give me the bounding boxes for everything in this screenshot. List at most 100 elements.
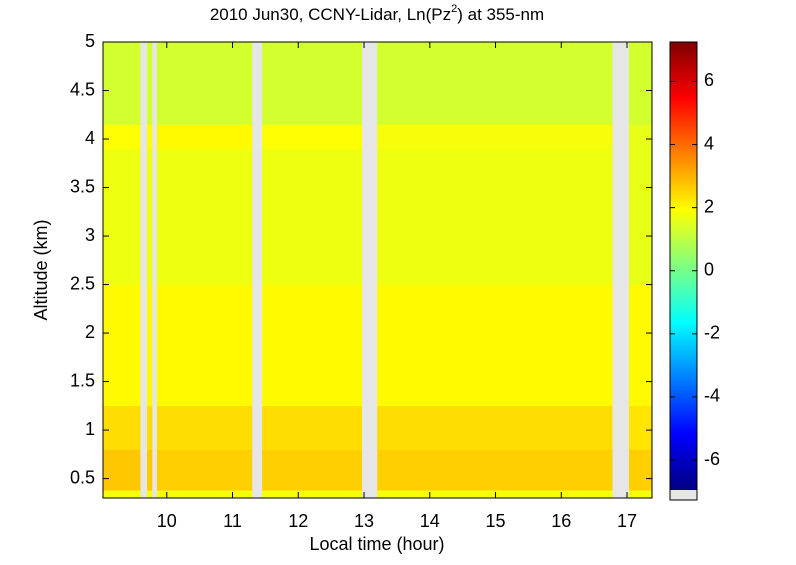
- x-tick-label: 14: [420, 511, 440, 531]
- plot-frame: [102, 41, 653, 499]
- empty-cell: [612, 124, 630, 150]
- y-tick-label: 2: [85, 322, 95, 342]
- empty-cell: [152, 490, 158, 499]
- chart-title: 2010 Jun30, CCNY-Lidar, Ln(Pz2) at 355-n…: [210, 3, 544, 25]
- colorbar-tick-label: -6: [704, 449, 720, 469]
- heat-cell: [103, 124, 141, 150]
- heat-cell: [147, 405, 153, 450]
- y-tick-label: 4: [85, 128, 95, 148]
- empty-cell: [612, 449, 630, 491]
- empty-cell: [252, 148, 263, 285]
- y-axis-label: Altitude (km): [31, 219, 51, 320]
- heat-cell: [103, 42, 141, 125]
- heat-cell: [262, 449, 363, 491]
- y-tick-label: 0.5: [70, 467, 95, 487]
- heat-cell: [628, 124, 653, 150]
- heat-cell: [377, 490, 613, 499]
- empty-cell: [252, 124, 263, 150]
- empty-cell: [152, 449, 158, 491]
- y-tick-label: 1: [85, 419, 95, 439]
- colorbar-tick-label: 0: [704, 259, 714, 279]
- title-superscript: 2: [451, 3, 457, 15]
- empty-cell: [252, 405, 263, 450]
- title-text: 2010 Jun30, CCNY-Lidar, Ln(Pz: [210, 5, 451, 24]
- empty-cell: [612, 42, 630, 125]
- y-tick-label: 3: [85, 225, 95, 245]
- heat-cell: [377, 124, 613, 150]
- colorbar-tick-label: 2: [704, 196, 714, 216]
- heat-cell: [103, 449, 141, 491]
- empty-cell: [152, 124, 158, 150]
- empty-cell: [140, 124, 148, 150]
- empty-cell: [152, 284, 158, 407]
- y-tick-label: 5: [85, 31, 95, 51]
- heat-cell: [262, 148, 363, 285]
- heat-cell: [147, 42, 153, 125]
- empty-cell: [152, 42, 158, 125]
- heat-cell: [262, 405, 363, 450]
- heat-cell: [147, 284, 153, 407]
- empty-cell: [612, 148, 630, 285]
- heat-cell: [377, 42, 613, 125]
- x-tick-label: 17: [617, 511, 637, 531]
- heat-cell: [156, 490, 253, 499]
- empty-cell: [362, 148, 378, 285]
- empty-cell: [362, 449, 378, 491]
- heat-cell: [147, 124, 153, 150]
- x-tick-label: 15: [486, 511, 506, 531]
- colorbar-tick-label: 6: [704, 70, 714, 90]
- heat-cell: [628, 148, 653, 285]
- x-tick-label: 13: [354, 511, 374, 531]
- y-tick-label: 2.5: [70, 273, 95, 293]
- heat-cell: [377, 405, 613, 450]
- colorbar-tick-label: 4: [704, 133, 714, 153]
- heat-cell: [377, 148, 613, 285]
- heat-cell: [156, 148, 253, 285]
- colorbar-tick-label: -4: [704, 386, 720, 406]
- empty-cell: [140, 148, 148, 285]
- heat-cell: [628, 42, 653, 125]
- heat-cell: [103, 284, 141, 407]
- empty-cell: [140, 405, 148, 450]
- empty-cell: [252, 449, 263, 491]
- empty-cell: [140, 490, 148, 499]
- empty-cell: [252, 284, 263, 407]
- heat-cell: [156, 449, 253, 491]
- empty-cell: [140, 449, 148, 491]
- empty-cell: [152, 148, 158, 285]
- y-tick-label: 4.5: [70, 79, 95, 99]
- heat-cell: [628, 490, 653, 499]
- heat-cell: [377, 449, 613, 491]
- heat-cell: [156, 42, 253, 125]
- heat-cell: [103, 148, 141, 285]
- heat-cell: [628, 449, 653, 491]
- heat-cell: [103, 490, 141, 499]
- heat-cell: [147, 449, 153, 491]
- x-tick-label: 12: [288, 511, 308, 531]
- x-tick-label: 10: [157, 511, 177, 531]
- heat-cell: [262, 284, 363, 407]
- heat-cell: [103, 405, 141, 450]
- colorbar: [670, 42, 697, 490]
- heat-cell: [262, 124, 363, 150]
- empty-cell: [140, 42, 148, 125]
- colorbar-tick-label: -2: [704, 323, 720, 343]
- title-text: ) at 355-nm: [457, 5, 544, 24]
- y-tick-label: 1.5: [70, 370, 95, 390]
- heat-cell: [156, 284, 253, 407]
- heat-cell: [147, 148, 153, 285]
- heat-cell: [377, 284, 613, 407]
- empty-cell: [362, 42, 378, 125]
- y-tick-label: 3.5: [70, 176, 95, 196]
- x-tick-label: 11: [223, 511, 242, 531]
- empty-cell: [612, 490, 630, 499]
- empty-cell: [362, 405, 378, 450]
- heat-cell: [156, 405, 253, 450]
- empty-cell: [612, 284, 630, 407]
- heat-cell: [262, 42, 363, 125]
- heat-cell: [628, 284, 653, 407]
- empty-cell: [152, 405, 158, 450]
- heat-cell: [628, 405, 653, 450]
- empty-cell: [362, 124, 378, 150]
